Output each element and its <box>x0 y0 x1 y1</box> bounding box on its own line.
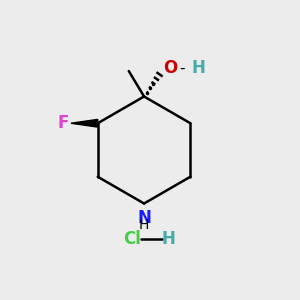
Text: H: H <box>191 59 205 77</box>
Text: F: F <box>57 114 69 132</box>
Polygon shape <box>71 119 98 127</box>
Text: Cl: Cl <box>123 230 141 248</box>
Text: O: O <box>163 59 177 77</box>
Text: H: H <box>139 218 149 232</box>
Text: N: N <box>137 209 151 227</box>
Text: -: - <box>179 61 185 76</box>
Text: H: H <box>162 230 176 248</box>
